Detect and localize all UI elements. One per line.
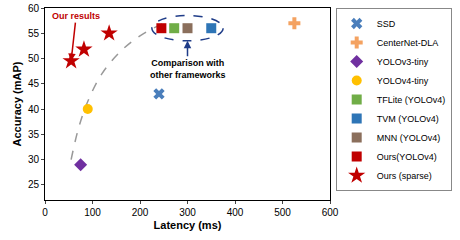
svg-text:45: 45 bbox=[28, 78, 40, 89]
svg-text:Latency (ms): Latency (ms) bbox=[154, 219, 222, 231]
svg-text:35: 35 bbox=[28, 129, 40, 140]
svg-text:MNN (YOLOv4): MNN (YOLOv4) bbox=[377, 133, 441, 143]
svg-text:60: 60 bbox=[28, 3, 40, 14]
svg-text:Ours (sparse): Ours (sparse) bbox=[377, 171, 432, 181]
svg-text:100: 100 bbox=[84, 207, 101, 218]
svg-text:TVM (YOLOv4): TVM (YOLOv4) bbox=[377, 114, 439, 124]
svg-text:YOLOv3-tiny: YOLOv3-tiny bbox=[377, 57, 429, 67]
svg-text:SSD: SSD bbox=[377, 19, 396, 29]
svg-text:300: 300 bbox=[179, 207, 196, 218]
svg-text:30: 30 bbox=[28, 154, 40, 165]
svg-text:200: 200 bbox=[132, 207, 149, 218]
svg-text:40: 40 bbox=[28, 104, 40, 115]
svg-text:Comparison withother framework: Comparison withother frameworks bbox=[150, 58, 226, 80]
svg-text:Accuracy (mAP): Accuracy (mAP) bbox=[11, 61, 23, 146]
svg-text:50: 50 bbox=[28, 53, 40, 64]
svg-text:YOLOv4-tiny: YOLOv4-tiny bbox=[377, 76, 429, 86]
svg-text:Our results: Our results bbox=[52, 11, 100, 21]
svg-text:400: 400 bbox=[227, 207, 244, 218]
svg-text:Ours(YOLOv4): Ours(YOLOv4) bbox=[377, 152, 437, 162]
svg-text:600: 600 bbox=[322, 207, 339, 218]
svg-text:55: 55 bbox=[28, 28, 40, 39]
svg-text:TFLite (YOLOv4): TFLite (YOLOv4) bbox=[377, 95, 446, 105]
svg-text:500: 500 bbox=[274, 207, 291, 218]
svg-text:0: 0 bbox=[42, 207, 48, 218]
svg-text:25: 25 bbox=[28, 179, 40, 190]
svg-text:CenterNet-DLA: CenterNet-DLA bbox=[377, 38, 439, 48]
